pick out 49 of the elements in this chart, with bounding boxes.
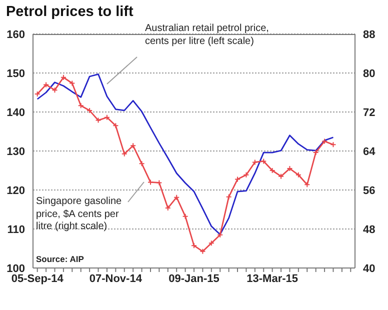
point <box>60 74 66 80</box>
annotation: Source: AIP <box>36 254 85 265</box>
y2-tick-label: 40 <box>363 262 376 275</box>
point <box>260 158 267 164</box>
x-tick-label: 07-Nov-14 <box>89 272 143 285</box>
y-tick-label: 140 <box>6 106 25 119</box>
point <box>121 150 128 157</box>
y2-tick-label: 48 <box>363 224 376 236</box>
annotation: Singapore gasoline price, $A cents per litre (right scale) <box>36 196 123 234</box>
y2-tick-label: 64 <box>363 146 376 158</box>
point <box>304 182 310 188</box>
y-tick-label: 120 <box>6 184 25 197</box>
point <box>78 102 84 109</box>
point <box>95 117 102 124</box>
point <box>52 87 58 94</box>
point <box>191 242 197 249</box>
point <box>200 248 206 254</box>
point <box>243 172 250 178</box>
point <box>69 80 76 86</box>
point <box>104 114 110 120</box>
y-tick-label: 110 <box>7 224 25 236</box>
y2-tick-label: 56 <box>363 184 376 197</box>
chart-title: Petrol prices to lift <box>6 4 134 20</box>
point <box>138 160 145 167</box>
y2-tick-label: 88 <box>363 28 376 41</box>
point <box>217 232 224 238</box>
x-tick-label: 05-Sep-14 <box>11 272 64 285</box>
y-tick-label: 100 <box>6 262 25 275</box>
point <box>43 82 50 88</box>
point <box>295 172 302 178</box>
point <box>269 168 276 174</box>
y2-tick-label: 80 <box>363 68 376 80</box>
annotation: Australian retail petrol price, cents per litre (left scale) <box>145 23 270 48</box>
y-tick-label: 130 <box>6 146 25 158</box>
point <box>322 138 328 144</box>
point <box>130 142 136 149</box>
y2-tick-label: 72 <box>363 106 376 119</box>
y-tick-label: 150 <box>6 68 25 80</box>
point <box>226 194 232 200</box>
point <box>182 213 188 220</box>
point <box>112 122 119 129</box>
point <box>278 173 284 180</box>
point <box>174 194 180 200</box>
x-tick-label: 13-Mar-15 <box>246 272 298 285</box>
x-tick-label: 09-Jan-15 <box>168 272 220 285</box>
y-tick-label: 160 <box>6 28 25 41</box>
point <box>208 240 214 246</box>
point <box>252 159 258 166</box>
point <box>156 180 162 186</box>
